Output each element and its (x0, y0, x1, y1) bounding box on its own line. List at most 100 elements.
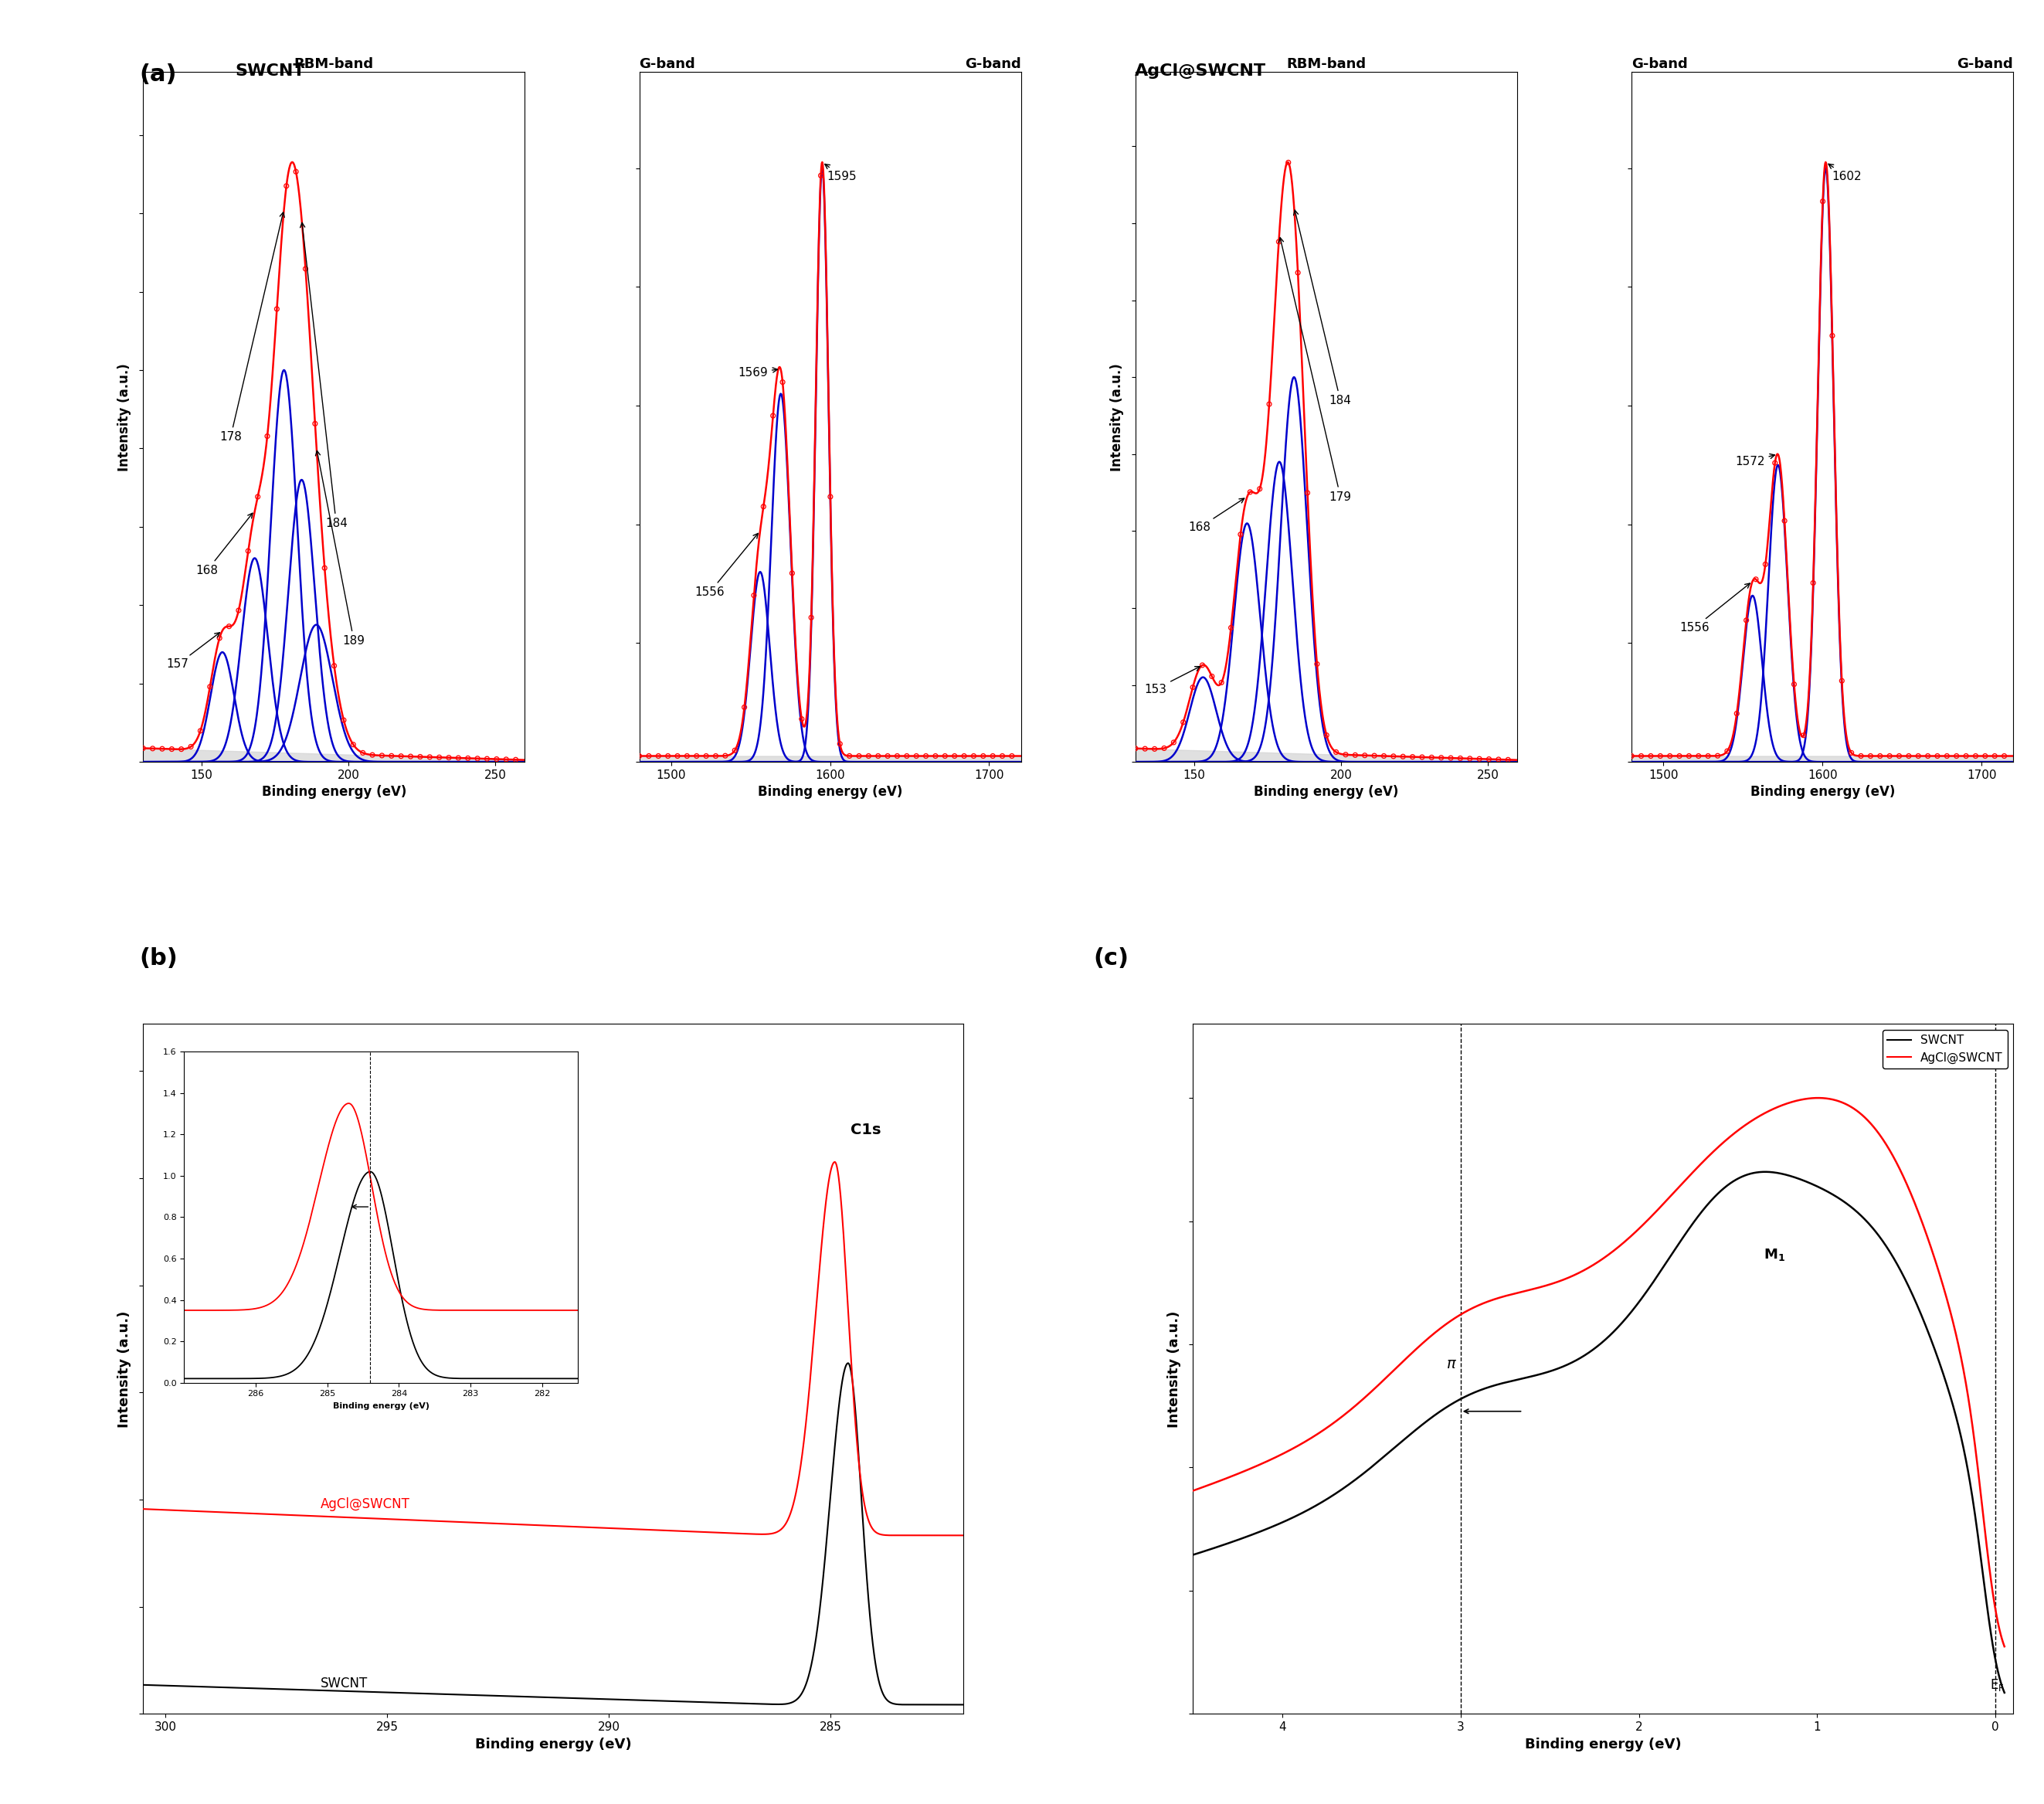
Text: 184: 184 (1294, 209, 1351, 406)
Point (681, 741, 713, 770)
Point (623, 741, 656, 770)
Text: 1556: 1556 (1680, 583, 1750, 633)
Point (166, 734, 198, 763)
Point (1492, 745, 1525, 774)
Y-axis label: Intensity (a.u.): Intensity (a.u.) (1110, 363, 1124, 471)
Point (1386, 741, 1419, 770)
Point (1349, 741, 1382, 770)
Point (863, 741, 895, 770)
Point (405, 741, 437, 770)
Point (1235, 478, 1267, 507)
Point (1911, 741, 1944, 770)
Point (1406, 743, 1439, 772)
Point (1940, 741, 1972, 770)
Point (1329, 740, 1361, 769)
Point (1797, 568, 1829, 597)
Point (660, 741, 693, 770)
Point (1815, 321, 1848, 350)
Point (1901, 741, 1934, 770)
Text: SWCNT: SWCNT (321, 1678, 368, 1690)
Point (1464, 745, 1496, 774)
Point (1739, 565, 1772, 594)
Point (1960, 741, 1993, 770)
Point (1214, 613, 1247, 642)
Point (1367, 741, 1400, 770)
Point (881, 741, 914, 770)
Point (1625, 741, 1658, 770)
Point (652, 741, 685, 770)
Text: (c): (c) (1094, 947, 1128, 969)
Point (1243, 474, 1275, 503)
Y-axis label: Intensity (a.u.): Intensity (a.u.) (117, 1310, 131, 1427)
Point (1778, 669, 1811, 698)
Point (1357, 741, 1390, 770)
Point (738, 581, 771, 610)
Point (1339, 741, 1372, 770)
Point (1893, 741, 1925, 770)
Point (1443, 743, 1476, 772)
Point (413, 743, 446, 772)
Point (1807, 188, 1840, 216)
Point (795, 603, 828, 631)
Point (748, 492, 781, 521)
Point (977, 741, 1010, 770)
Text: 168: 168 (1188, 498, 1245, 534)
Point (213, 612, 245, 640)
Point (231, 536, 264, 565)
Point (689, 741, 722, 770)
Point (202, 624, 235, 653)
Point (920, 741, 953, 770)
Point (891, 741, 924, 770)
Point (1989, 741, 2022, 770)
Point (1979, 741, 2011, 770)
Point (174, 732, 206, 761)
Point (1435, 743, 1468, 772)
Point (785, 705, 818, 734)
Point (777, 559, 809, 588)
Point (699, 741, 732, 770)
Text: G-band: G-band (965, 58, 1020, 70)
Point (899, 741, 932, 770)
Point (805, 161, 838, 189)
Point (499, 745, 531, 774)
Point (1950, 741, 1983, 770)
Point (127, 734, 159, 763)
Point (1643, 741, 1676, 770)
Point (1701, 741, 1733, 770)
Point (309, 554, 341, 583)
Point (1263, 227, 1296, 256)
Point (1932, 741, 1964, 770)
Point (462, 743, 495, 772)
Point (871, 741, 903, 770)
Point (251, 422, 284, 451)
Text: 1572: 1572 (1735, 455, 1774, 467)
Point (280, 157, 313, 186)
Point (1682, 741, 1715, 770)
Point (327, 705, 360, 734)
Point (194, 673, 227, 702)
Point (155, 734, 188, 763)
Point (1310, 722, 1343, 750)
Point (1729, 606, 1762, 635)
Text: E$_\mathregular{F}$: E$_\mathregular{F}$ (1991, 1678, 2005, 1692)
Point (356, 740, 388, 769)
Point (1139, 734, 1171, 763)
Point (1253, 390, 1286, 419)
Point (1472, 745, 1504, 774)
Point (834, 741, 867, 770)
Point (967, 741, 1000, 770)
Point (1672, 741, 1705, 770)
Point (1692, 741, 1725, 770)
Point (270, 171, 303, 200)
Point (1149, 734, 1181, 763)
Point (223, 595, 256, 624)
Text: G-band: G-band (1631, 58, 1688, 70)
Point (1292, 478, 1325, 507)
Y-axis label: Intensity (a.u.): Intensity (a.u.) (1167, 1310, 1181, 1427)
Point (1320, 738, 1353, 767)
Text: 178: 178 (219, 213, 284, 444)
Point (756, 400, 789, 429)
Point (1206, 667, 1239, 696)
X-axis label: Binding energy (eV): Binding energy (eV) (758, 785, 903, 799)
Point (480, 745, 513, 774)
